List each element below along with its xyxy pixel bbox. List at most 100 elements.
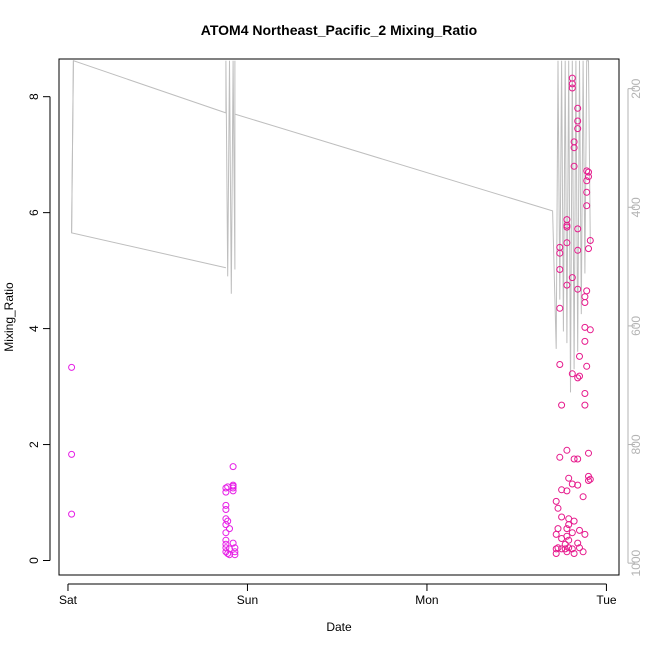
data-point — [568, 84, 576, 92]
data-point — [581, 299, 589, 306]
data-point — [556, 361, 564, 368]
data-point — [558, 486, 566, 494]
data-point — [568, 80, 576, 88]
x-tick-label: Sat — [59, 593, 78, 607]
y-tick-label: 8 — [27, 93, 41, 100]
y-tick-label: 2 — [27, 441, 41, 448]
data-point — [229, 463, 237, 471]
data-point — [563, 548, 571, 556]
data-point — [229, 487, 237, 495]
data-point — [579, 548, 587, 556]
data-point — [563, 446, 571, 454]
data-point — [224, 550, 232, 557]
y-tick-label: 4 — [27, 325, 41, 332]
plot-lines — [71, 60, 591, 393]
x-tick-label: Mon — [415, 593, 438, 607]
x-tick-label: Tue — [596, 593, 617, 607]
data-point — [574, 481, 582, 489]
data-point — [222, 529, 230, 537]
data-point — [231, 551, 239, 559]
line-series-segment — [71, 60, 227, 269]
data-point — [586, 475, 594, 483]
plot-points — [68, 74, 594, 559]
data-point — [583, 362, 591, 370]
data-point — [576, 372, 583, 380]
data-point — [563, 239, 571, 247]
y-tick-label: 6 — [27, 209, 41, 216]
right-y-axis: 200 400 600 800 1000 — [627, 78, 643, 576]
y-axis: 0 2 4 6 8 — [27, 93, 51, 564]
data-point — [568, 545, 576, 553]
data-point — [563, 532, 571, 540]
data-point — [222, 540, 230, 548]
x-tick-label: Sun — [237, 593, 258, 607]
data-point — [222, 506, 230, 513]
data-point — [574, 104, 582, 112]
x-axis: Sat Sun Mon Tue — [59, 583, 617, 607]
data-point — [229, 539, 237, 547]
line-series — [71, 60, 591, 393]
data-point — [583, 287, 591, 295]
chart-title: ATOM4 Northeast_Pacific_2 Mixing_Ratio — [201, 22, 477, 38]
data-point — [556, 249, 564, 257]
data-point — [581, 293, 589, 301]
data-point — [552, 530, 560, 538]
data-point — [565, 544, 573, 552]
data-point — [563, 487, 571, 495]
data-point — [68, 510, 76, 518]
data-point — [556, 266, 564, 273]
data-point — [585, 173, 592, 181]
right-y-tick-label: 600 — [629, 316, 643, 336]
data-point — [556, 304, 564, 312]
right-y-tick-label: 1000 — [629, 549, 643, 576]
data-point — [576, 526, 583, 534]
right-y-tick-label: 200 — [629, 78, 643, 98]
data-point — [222, 536, 230, 544]
data-point — [222, 521, 230, 529]
data-point — [563, 216, 571, 224]
data-point — [563, 525, 571, 533]
data-point — [563, 223, 571, 231]
data-point — [570, 550, 578, 557]
data-point — [552, 545, 560, 553]
data-point — [574, 539, 582, 547]
data-point — [68, 450, 76, 458]
data-point — [554, 544, 562, 552]
data-point — [581, 401, 589, 409]
data-point — [568, 274, 576, 282]
data-point — [556, 453, 564, 461]
data-point — [231, 548, 239, 556]
data-point — [565, 536, 573, 544]
data-point — [574, 374, 582, 382]
data-point — [585, 168, 592, 176]
data-point — [581, 530, 589, 538]
data-point — [581, 390, 589, 397]
data-point — [558, 545, 566, 553]
y-tick-label: 0 — [27, 557, 41, 564]
data-point — [581, 337, 589, 345]
data-point — [565, 474, 573, 482]
data-point — [568, 529, 576, 537]
data-point — [586, 326, 594, 334]
y-axis-label: Mixing_Ratio — [2, 282, 16, 352]
data-point — [574, 246, 582, 254]
data-point — [558, 513, 566, 521]
data-point — [226, 551, 233, 559]
data-point — [574, 225, 582, 233]
data-point — [574, 455, 582, 463]
data-point — [568, 370, 576, 378]
data-point — [570, 455, 578, 463]
data-point — [574, 285, 582, 293]
data-point — [570, 517, 578, 525]
data-point — [226, 525, 233, 533]
data-point — [222, 484, 230, 492]
data-point — [585, 449, 592, 457]
data-point — [586, 237, 594, 244]
data-point — [229, 484, 237, 492]
data-point — [579, 493, 587, 501]
data-point — [565, 521, 573, 529]
data-point — [563, 281, 571, 289]
plot-frame — [58, 58, 620, 576]
data-point — [583, 177, 591, 185]
